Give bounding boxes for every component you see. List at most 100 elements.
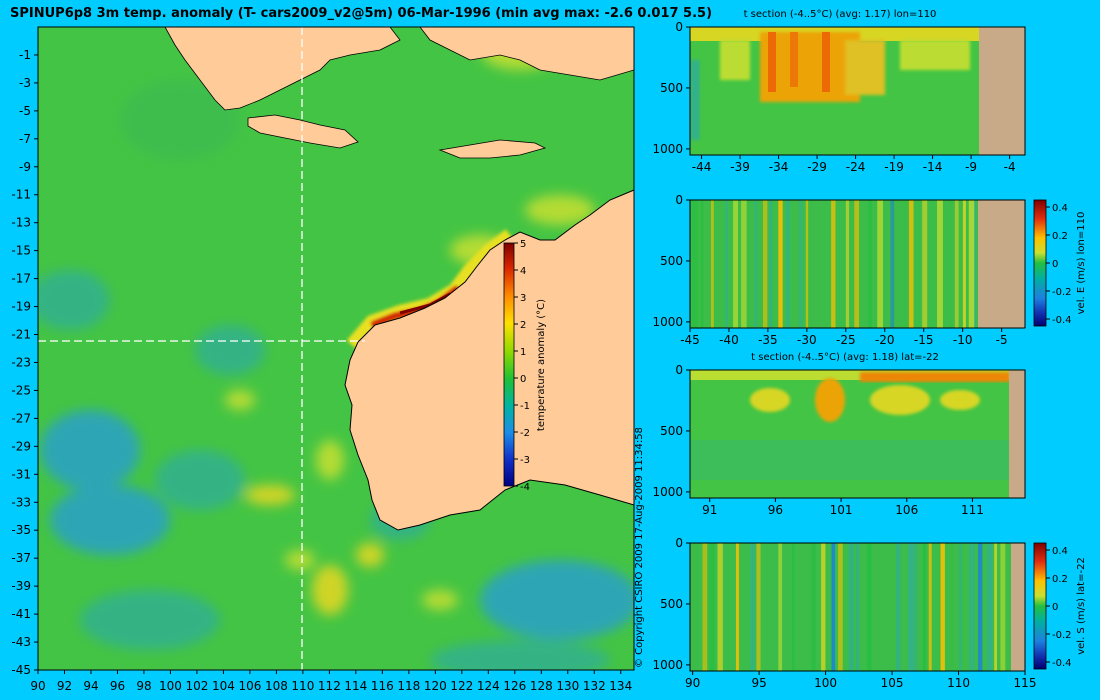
t-section-lon-y-tick-label: 0 (675, 20, 683, 34)
map-colorbar-tick-label: 5 (520, 239, 526, 250)
t-section-lon-title: t section (-4..5°C) (avg: 1.17) lon=110 (744, 9, 937, 20)
map-colorbar-tick-label: 1 (520, 347, 526, 358)
t-section-lon-x-tick-label: -4 (1004, 160, 1016, 174)
t-section-lon-x-tick-label: -19 (884, 160, 904, 174)
velocity-stripe (811, 543, 816, 671)
velocity-stripe (750, 543, 756, 671)
velocity-stripe (922, 200, 928, 328)
t-section-lat-y-tick-label: 0 (675, 363, 683, 377)
velocity-stripe (937, 200, 943, 328)
velocity-stripe (928, 543, 932, 671)
map-colorbar-tick-label: 4 (520, 266, 526, 277)
velocity-stripe (778, 200, 783, 328)
t-section-lat-title: t section (-4..5°C) (avg: 1.18) lat=-22 (751, 352, 939, 363)
temperature-map: 90 92 94 96 98 100 102 104 106 108 110 112 114 116 118… (11, 26, 635, 693)
t-section-lat-y-tick-label: 1000 (652, 485, 683, 499)
map-y-tick-label: -23 (11, 355, 31, 369)
vel-e-x-ticks: -45 -40 -35 -30 -25 -20 -15 -10 -5 (680, 328, 1008, 347)
vel-s-colorbar (1033, 542, 1047, 670)
copyright-text: © Copyright CSIRO 2009 17-Aug-2009 11:34… (634, 427, 645, 668)
t-section-lat-frame (689, 369, 1026, 499)
velocity-stripe (940, 543, 945, 671)
t-section-lat-x-tick-label: 106 (895, 503, 918, 517)
map-x-ticks: 90 92 94 96 98 100 102 104 106 108 110 112 114 116 118… (30, 670, 632, 693)
velocity-stripe (913, 543, 918, 671)
t-section-lat-y-tick-label: 500 (660, 424, 683, 438)
map-x-tick-label: 114 (344, 679, 367, 693)
velocity-stripe (762, 200, 768, 328)
map-x-tick-label: 128 (530, 679, 553, 693)
t-section-lon-x-tick-label: -34 (769, 160, 789, 174)
velocity-stripe (710, 200, 714, 328)
vel-e-colorbar-tick-label: 0 (1052, 259, 1058, 270)
vel-s-x-tick-label: 115 (1014, 676, 1037, 690)
map-y-tick-label: -25 (11, 383, 31, 397)
map-y-tick-label: -21 (11, 328, 31, 342)
velocity-stripe (848, 543, 854, 671)
velocity-stripe (890, 200, 895, 328)
velocity-stripe (856, 543, 860, 671)
velocity-stripe (895, 543, 901, 671)
map-colorbar-tick-label: 0 (520, 374, 526, 385)
vel-s-frame (689, 542, 1026, 672)
vel-s-colorbar-tick-label: -0.2 (1052, 630, 1072, 641)
map-colorbar-tick-label: -1 (520, 401, 530, 412)
vel-e-land (978, 200, 1025, 328)
map-x-tick-label: 120 (424, 679, 447, 693)
map-x-tick-label: 104 (212, 679, 235, 693)
t-section-lat-x-ticks: 91 96 101 106 111 (702, 498, 984, 517)
map-x-tick-label: 116 (371, 679, 394, 693)
velocity-stripe (907, 543, 914, 671)
map-x-tick-label: 90 (30, 679, 45, 693)
map-x-tick-label: 124 (477, 679, 500, 693)
t-section-lon-x-tick-label: -29 (807, 160, 827, 174)
map-x-tick-label: 134 (609, 679, 632, 693)
map-frame (37, 26, 635, 671)
australia-land (344, 189, 635, 531)
velocity-stripe (700, 200, 704, 328)
t-section-lon-x-ticks: -44 -39 -34 -29 -24 -19 -14 -9 -4 (692, 155, 1016, 174)
map-colorbar-label: temperature anomaly (°C) (536, 299, 547, 431)
t-section-lat-panel: t section (-4..5°C) (avg: 1.18) lat=-22 … (652, 352, 1026, 517)
t-section-lat-x-tick-label: 111 (961, 503, 984, 517)
vel-e-x-tick-label: -20 (875, 333, 895, 347)
velocity-stripe (974, 200, 977, 328)
velocity-stripe (778, 543, 783, 671)
velocity-stripe (702, 543, 708, 671)
map-y-tick-label: -35 (11, 523, 31, 537)
vel-s-y-tick-label: 1000 (652, 658, 683, 672)
vel-e-x-tick-label: -15 (914, 333, 934, 347)
t-section-lon-land (979, 27, 1025, 155)
figure-title: SPINUP6p8 3m temp. anomaly (T- cars2009_… (10, 6, 712, 21)
map-x-tick-label: 106 (238, 679, 261, 693)
velocity-stripe (728, 543, 732, 671)
vel-e-y-tick-label: 1000 (652, 315, 683, 329)
t-section-lon-x-tick-label: -14 (923, 160, 943, 174)
velocity-stripe (831, 200, 836, 328)
t-section-lon-y-tick-label: 1000 (652, 142, 683, 156)
vel-s-panel: 90 95 100 105 110 115 0 500 1000 0.4 0.2 0 -0.2 -0.… (652, 536, 1087, 690)
vel-s-stripes (692, 543, 1006, 671)
velocity-stripe (786, 200, 790, 328)
map-colorbar-gradient (503, 242, 515, 487)
vel-s-x-tick-label: 100 (814, 676, 837, 690)
velocity-stripe (692, 543, 698, 671)
map-y-ticks: -1 -3 -5 -7 -9 -11 -13 -15 -17 -19 -21 -23 -25 -27 -29… (11, 48, 38, 677)
t-section-lon-y-ticks: 0 500 1000 (652, 20, 690, 156)
velocity-stripe (949, 200, 953, 328)
velocity-stripe (958, 543, 963, 671)
map-colorbar-tick-label: -2 (520, 428, 530, 439)
vel-e-colorbar-tick-label: 0.4 (1052, 203, 1068, 214)
velocity-stripe (725, 200, 729, 328)
map-y-tick-label: -5 (19, 104, 31, 118)
vel-e-y-tick-label: 0 (675, 193, 683, 207)
map-colorbar-tick-label: -4 (520, 482, 530, 493)
vel-s-y-tick-label: 500 (660, 597, 683, 611)
map-y-tick-label: -41 (11, 607, 31, 621)
vel-e-x-tick-label: -35 (758, 333, 778, 347)
vel-e-colorbar (1033, 199, 1047, 327)
vel-e-colorbar-ticks: 0.4 0.2 0 -0.2 -0.4 (1046, 203, 1072, 326)
map-colorbar-ticks: 5 4 3 2 1 0 -1 -2 -3 -4 (514, 239, 530, 493)
t-section-lat-x-tick-label: 91 (702, 503, 717, 517)
